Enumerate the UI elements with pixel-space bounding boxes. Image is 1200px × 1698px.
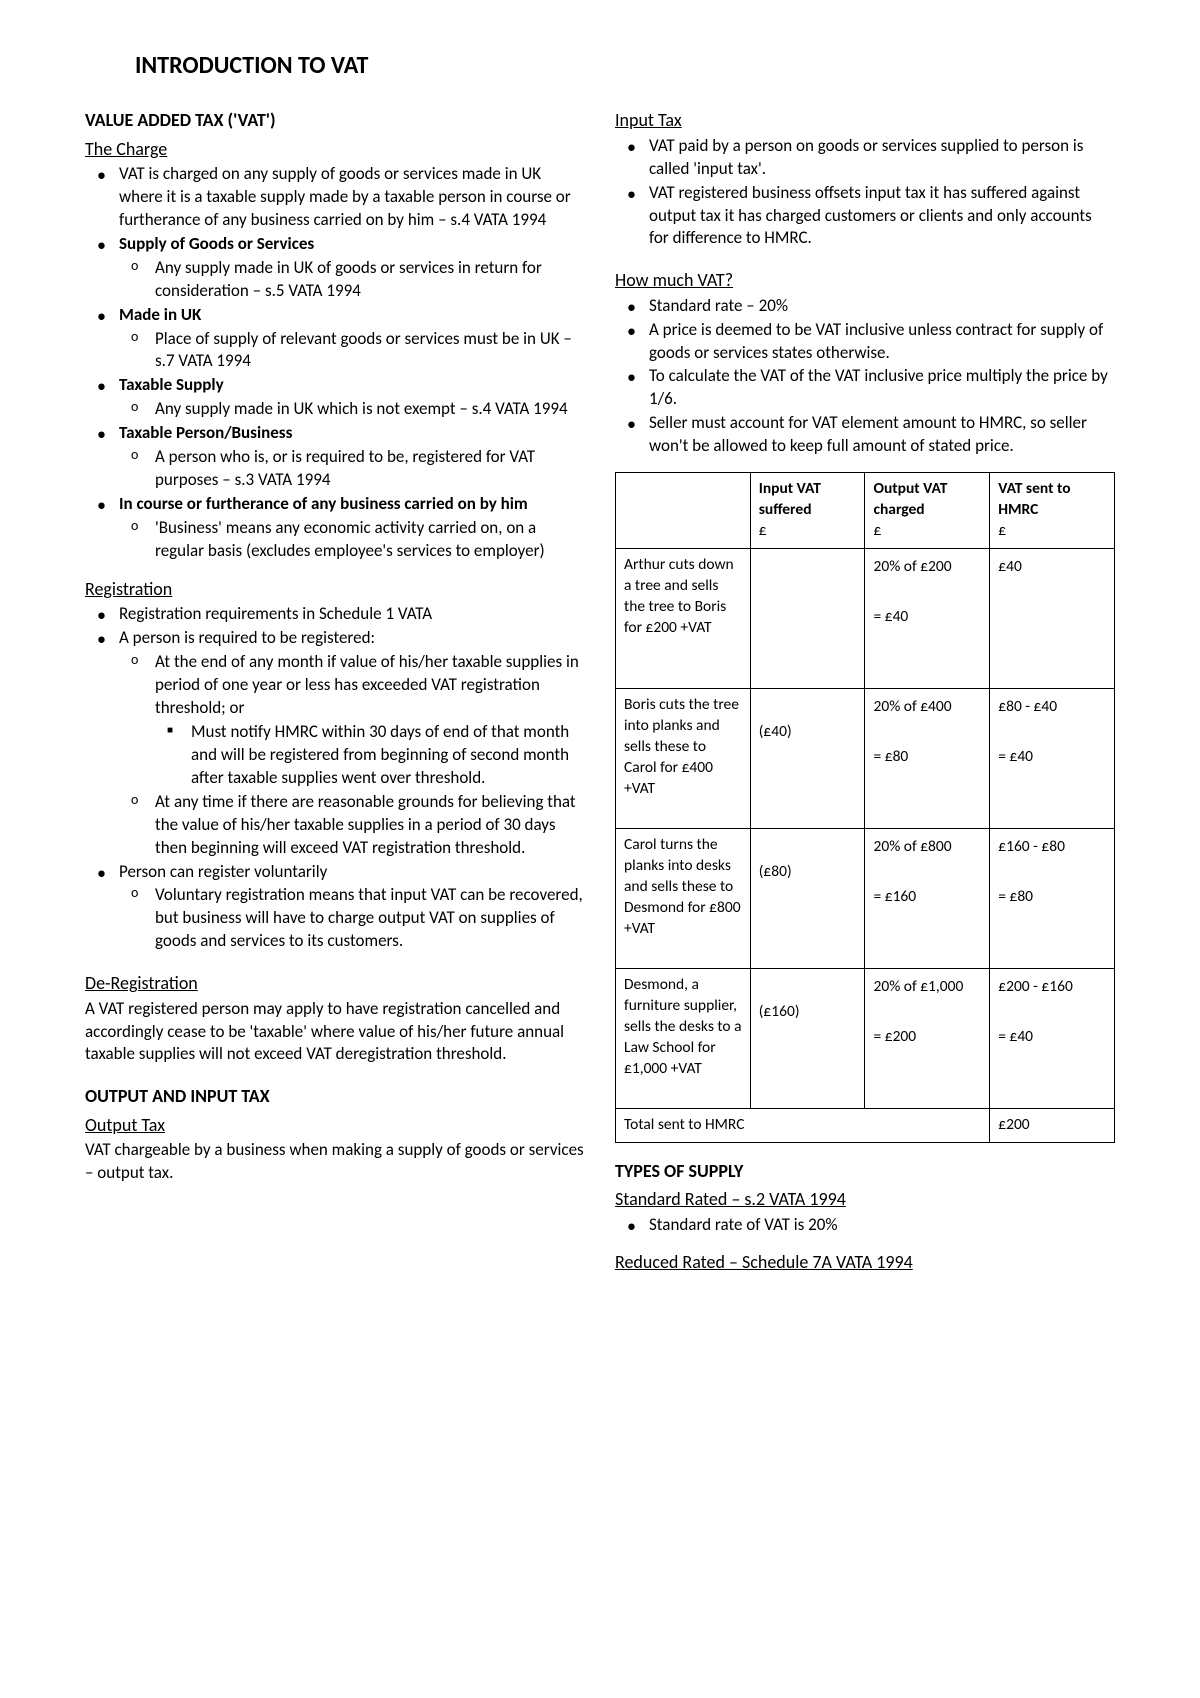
list-item: Supply of Goods or Services Any supply m… <box>85 233 585 303</box>
subheading-input-tax: Input Tax <box>615 108 1115 132</box>
list-item-text: A person is required to be registered: <box>119 627 375 648</box>
subheading-standard-rated: Standard Rated – s.2 VATA 1994 <box>615 1187 1115 1211</box>
section-heading-types: TYPES OF SUPPLY <box>615 1159 1115 1183</box>
list-item: A person is required to be registered: A… <box>85 627 585 859</box>
list-item-label: Made in UK <box>119 304 201 325</box>
left-column: VALUE ADDED TAX ('VAT') The Charge VAT i… <box>85 104 585 1276</box>
list-subitem: 'Business' means any economic activity c… <box>119 517 585 563</box>
list-item: Seller must account for VAT element amou… <box>615 412 1115 458</box>
list-subsubitem: Must notify HMRC within 30 days of end o… <box>155 721 585 790</box>
table-cell-output: 20% of £800= £160 <box>865 829 990 969</box>
table-row: Desmond, a furniture supplier, sells the… <box>616 969 1115 1109</box>
list-item: To calculate the VAT of the VAT inclusiv… <box>615 365 1115 411</box>
section-heading-vat: VALUE ADDED TAX ('VAT') <box>85 108 585 132</box>
table-cell-input: (£80) <box>750 829 865 969</box>
list-subitem: Voluntary registration means that input … <box>119 884 585 953</box>
subheading-registration: Registration <box>85 577 585 601</box>
table-header <box>616 473 751 549</box>
table-header-row: Input VAT suffered £ Output VAT charged … <box>616 473 1115 549</box>
list-subitem: At the end of any month if value of his/… <box>119 651 585 790</box>
subheading-how-much-vat: How much VAT? <box>615 268 1115 292</box>
table-row: Arthur cuts down a tree and sells the tr… <box>616 549 1115 689</box>
list-item-text: Person can register voluntarily <box>119 861 327 882</box>
subheading-deregistration: De-Registration <box>85 971 585 995</box>
list-item: Person can register voluntarily Voluntar… <box>85 861 585 954</box>
list-item-label: Supply of Goods or Services <box>119 233 314 254</box>
deregistration-body: A VAT registered person may apply to hav… <box>85 998 585 1067</box>
table-cell-input: (£160) <box>750 969 865 1109</box>
table-header-text: Input VAT suffered <box>759 479 821 519</box>
table-total-row: Total sent to HMRC £200 <box>616 1109 1115 1143</box>
table-header-sub: £ <box>873 521 981 542</box>
list-subitem: Any supply made in UK of goods or servic… <box>119 257 585 303</box>
list-subitem-text: At the end of any month if value of his/… <box>155 651 579 718</box>
list-item: In course or furtherance of any business… <box>85 493 585 563</box>
how-much-list: Standard rate – 20% A price is deemed to… <box>615 295 1115 459</box>
list-subitem: Any supply made in UK which is not exemp… <box>119 398 585 421</box>
table-cell-desc: Carol turns the planks into desks and se… <box>616 829 751 969</box>
list-item: Taxable Supply Any supply made in UK whi… <box>85 374 585 421</box>
list-item-label: Taxable Person/Business <box>119 422 292 443</box>
list-item: Taxable Person/Business A person who is,… <box>85 422 585 492</box>
subheading-reduced-rated: Reduced Rated – Schedule 7A VATA 1994 <box>615 1250 1115 1274</box>
list-item: A price is deemed to be VAT inclusive un… <box>615 319 1115 365</box>
list-item: VAT is charged on any supply of goods or… <box>85 163 585 232</box>
table-header-text: VAT sent to HMRC <box>998 479 1070 519</box>
list-item: Standard rate – 20% <box>615 295 1115 318</box>
table-cell-input: (£40) <box>750 689 865 829</box>
table-header-sub: £ <box>759 521 857 542</box>
list-item: VAT registered business offsets input ta… <box>615 182 1115 251</box>
vat-example-table: Input VAT suffered £ Output VAT charged … <box>615 472 1115 1143</box>
table-header: Output VAT charged £ <box>865 473 990 549</box>
table-cell-desc: Boris cuts the tree into planks and sell… <box>616 689 751 829</box>
table-cell-sent: £200 - £160= £40 <box>990 969 1115 1109</box>
table-cell-desc: Arthur cuts down a tree and sells the tr… <box>616 549 751 689</box>
table-cell-desc: Desmond, a furniture supplier, sells the… <box>616 969 751 1109</box>
table-cell-sent: £40 <box>990 549 1115 689</box>
registration-list: Registration requirements in Schedule 1 … <box>85 603 585 953</box>
charge-list: VAT is charged on any supply of goods or… <box>85 163 585 563</box>
list-subitem: Place of supply of relevant goods or ser… <box>119 328 585 374</box>
table-row: Boris cuts the tree into planks and sell… <box>616 689 1115 829</box>
output-tax-body: VAT chargeable by a business when making… <box>85 1139 585 1185</box>
table-header: VAT sent to HMRC £ <box>990 473 1115 549</box>
subheading-the-charge: The Charge <box>85 137 585 161</box>
table-cell-output: 20% of £400= £80 <box>865 689 990 829</box>
list-item-label: In course or furtherance of any business… <box>119 493 528 514</box>
table-cell-output: 20% of £200= £40 <box>865 549 990 689</box>
right-column: Input Tax VAT paid by a person on goods … <box>615 104 1115 1276</box>
list-item: Made in UK Place of supply of relevant g… <box>85 304 585 374</box>
list-item: Registration requirements in Schedule 1 … <box>85 603 585 626</box>
two-column-layout: VALUE ADDED TAX ('VAT') The Charge VAT i… <box>85 104 1115 1276</box>
list-subitem: At any time if there are reasonable grou… <box>119 791 585 860</box>
total-value: £200 <box>990 1109 1115 1143</box>
standard-rated-list: Standard rate of VAT is 20% <box>615 1214 1115 1237</box>
table-header-sub: £ <box>998 521 1106 542</box>
list-item: VAT paid by a person on goods or service… <box>615 135 1115 181</box>
table-header: Input VAT suffered £ <box>750 473 865 549</box>
list-item: Standard rate of VAT is 20% <box>615 1214 1115 1237</box>
input-tax-list: VAT paid by a person on goods or service… <box>615 135 1115 251</box>
table-header-text: Output VAT charged <box>873 479 947 519</box>
table-row: Carol turns the planks into desks and se… <box>616 829 1115 969</box>
table-cell-sent: £80 - £40= £40 <box>990 689 1115 829</box>
list-item-label: Taxable Supply <box>119 374 224 395</box>
subheading-output-tax: Output Tax <box>85 1113 585 1137</box>
section-heading-outin: OUTPUT AND INPUT TAX <box>85 1084 585 1108</box>
table-cell-output: 20% of £1,000= £200 <box>865 969 990 1109</box>
table-cell-sent: £160 - £80= £80 <box>990 829 1115 969</box>
page-title: INTRODUCTION TO VAT <box>135 50 1115 82</box>
list-subitem: A person who is, or is required to be, r… <box>119 446 585 492</box>
table-cell-input <box>750 549 865 689</box>
total-label: Total sent to HMRC <box>616 1109 990 1143</box>
